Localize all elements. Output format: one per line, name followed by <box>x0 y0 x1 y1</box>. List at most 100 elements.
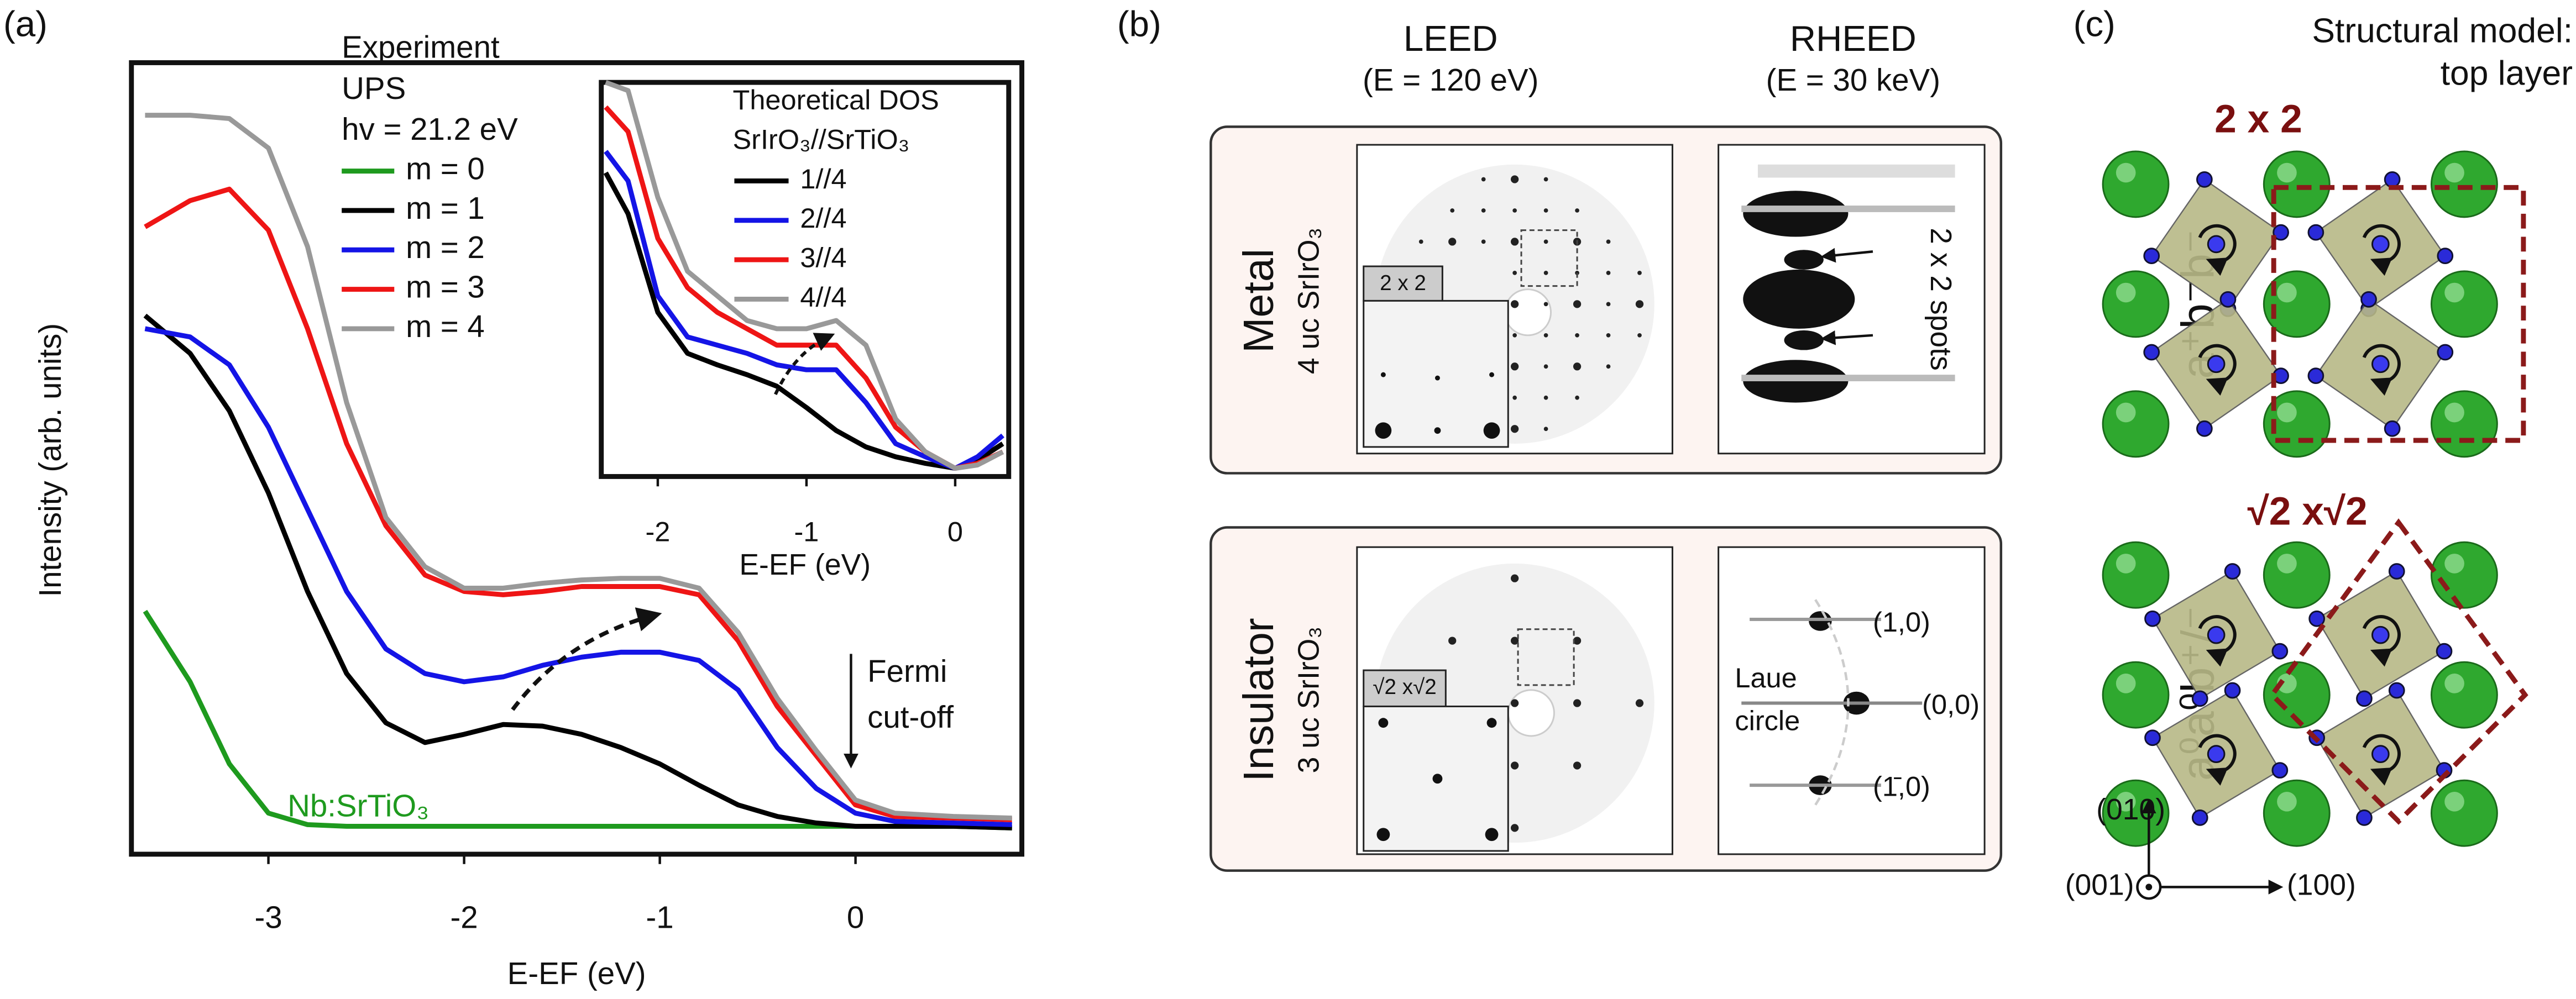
oxygen <box>2307 224 2324 241</box>
leed-spots <box>1418 175 1644 832</box>
strontium <box>2430 270 2498 338</box>
leed-spot <box>1606 271 1611 275</box>
oxygen <box>2384 420 2401 437</box>
leed-spot <box>1575 395 1579 400</box>
structure <box>2102 150 2498 847</box>
iridium <box>2371 355 2390 374</box>
oxygen <box>2307 367 2324 384</box>
oxygen <box>2144 610 2161 627</box>
strontium-highlight <box>2277 162 2297 183</box>
strontium-highlight <box>2116 282 2136 303</box>
shift-arrow <box>774 333 835 396</box>
inset-label: 2 x 2 <box>1380 271 1426 295</box>
shift-arrow <box>511 607 662 711</box>
leed-spot <box>1575 333 1579 338</box>
strontium <box>2102 541 2170 609</box>
oxygen <box>2356 809 2373 826</box>
leed-spot <box>1510 824 1519 832</box>
series-line <box>605 80 1004 471</box>
leed-spot <box>1510 175 1519 183</box>
column-title: RHEED <box>1790 18 1917 59</box>
iridium <box>2371 745 2390 763</box>
legend-label: m = 0 <box>406 151 485 186</box>
row-sample: 3 uc SrIrO₃ <box>1293 627 1326 774</box>
leed-spot <box>1543 302 1548 307</box>
leed-spot <box>1510 425 1519 433</box>
oxygen <box>2437 248 2454 265</box>
row-label: Insulator <box>1235 618 1282 781</box>
leed-spot <box>1573 300 1582 308</box>
iridium <box>2207 625 2226 644</box>
x-tick-label: -3 <box>254 900 282 935</box>
rotation-arrow <box>2198 734 2237 786</box>
oxygen <box>2196 420 2213 437</box>
oxygen <box>2384 171 2401 188</box>
leed-spot <box>1573 761 1582 770</box>
oxygen <box>2224 682 2241 699</box>
y-axis-label: Intensity (arb. units) <box>33 323 67 597</box>
leed-spot <box>1635 300 1644 308</box>
leed-spot <box>1510 300 1519 308</box>
strontium <box>2263 779 2331 847</box>
rotation-arrow <box>2362 734 2401 786</box>
oxygen <box>2224 563 2241 580</box>
iridium <box>2207 355 2226 374</box>
laue-label: Laue <box>1735 662 1797 693</box>
leed-spot <box>1573 699 1582 707</box>
leed-spot <box>1510 574 1519 582</box>
oxygen <box>2360 291 2377 308</box>
leed-spot <box>1450 208 1455 213</box>
annotation: cut-off <box>867 700 954 734</box>
axis-label: (100) <box>2287 869 2356 902</box>
axis-label: (001) <box>2065 869 2134 902</box>
strontium-highlight <box>2444 402 2464 423</box>
laue-label: circle <box>1735 705 1800 737</box>
strontium-highlight <box>2116 674 2136 693</box>
leed-spot <box>1510 362 1519 371</box>
oxygen <box>2273 224 2289 241</box>
strontium <box>2263 541 2331 609</box>
row-sample: 4 uc SrIrO₃ <box>1293 228 1326 375</box>
plot-frame <box>599 80 1012 479</box>
leed-gun <box>1504 288 1552 336</box>
strontium <box>2102 270 2170 338</box>
rotation-arrow <box>2198 615 2237 667</box>
strontium-highlight <box>2116 162 2136 183</box>
leed-spot <box>1637 271 1642 275</box>
panel-label: (a) <box>3 3 48 44</box>
strontium <box>2102 661 2170 729</box>
inset-label: √2 x√2 <box>1373 675 1436 699</box>
cell-label: 2 x 2 <box>2214 97 2302 141</box>
x-tick-label: 0 <box>847 900 864 935</box>
rotation-arrow <box>2198 224 2237 276</box>
arrow <box>1820 330 1873 345</box>
oxygen <box>2356 690 2373 707</box>
unit-cell <box>2269 518 2528 825</box>
leed-spot <box>1510 761 1519 770</box>
strontium-highlight <box>2277 282 2297 303</box>
leed-spot <box>1512 395 1517 400</box>
leed-spot <box>1418 239 1423 244</box>
legend-label: m = 3 <box>406 270 485 304</box>
oxygen <box>2144 729 2161 746</box>
x-tick-label: -2 <box>645 516 670 548</box>
series-line <box>143 313 1012 830</box>
leed-spot <box>1573 637 1582 645</box>
leed-spot <box>1512 333 1517 338</box>
panel-b: (b) LEED (E = 120 eV) RHEED (E = 30 keV)… <box>1117 3 2003 872</box>
leed-spot <box>1543 395 1548 400</box>
inset-tab <box>1363 265 1443 302</box>
legend-title: SrIrO₃//SrTiO₃ <box>732 123 909 155</box>
rotation-arrow <box>2362 344 2401 396</box>
axis-out-of-plane <box>2145 884 2153 891</box>
strontium <box>2263 150 2331 218</box>
legend-title: Experiment <box>342 30 500 65</box>
legend-label: 3//4 <box>800 241 846 273</box>
strontium-highlight <box>2116 554 2136 574</box>
leed-spot <box>1481 239 1486 244</box>
legend-title: Theoretical DOS <box>732 84 939 115</box>
panel-a: (a) Intensity (arb. units) E-EF (eV) Exp… <box>3 3 954 990</box>
oxygen <box>2191 690 2208 707</box>
